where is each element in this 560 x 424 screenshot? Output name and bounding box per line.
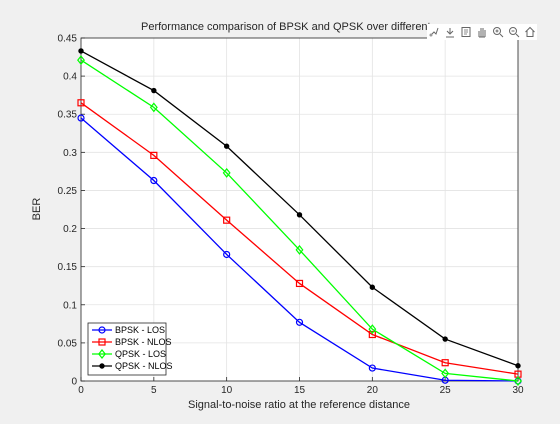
data-point [77,99,85,107]
y-tick-label: 0.15 [58,262,78,273]
legend-label: QPSK - LOS [115,349,166,359]
y-tick-label: 0.2 [63,224,77,235]
legend: BPSK - LOS BPSK - NLOS QPSK - LOS QPSK - NL… [87,322,173,376]
legend-entry: QPSK - LOS [92,349,166,359]
data-point [514,376,522,386]
y-tick-label: 0.4 [63,72,77,83]
datatips-icon[interactable] [459,25,473,39]
data-point [150,176,158,185]
x-tick-label: 5 [151,385,157,396]
y-axis-label: BER [31,198,43,221]
legend-marker [98,326,106,334]
data-point [441,359,449,367]
data-point [368,364,376,372]
zoom-in-icon[interactable] [491,25,505,39]
data-point [295,244,304,255]
data-point [223,250,231,259]
axes-toolbar [427,24,537,40]
chart-title: Performance comparison of BPSK and QPSK … [141,21,440,33]
data-point [77,55,85,66]
legend-label: BPSK - NLOS [115,337,172,347]
y-tick-label: 0.25 [58,186,78,197]
x-tick-label: 0 [78,385,84,396]
pan-icon[interactable] [475,25,489,39]
data-point [151,87,157,94]
data-point [441,368,450,379]
data-point [78,48,84,54]
legend-marker [98,349,106,359]
home-icon[interactable] [523,25,537,39]
x-tick-label: 15 [294,385,306,396]
legend-entry: BPSK - NLOS [92,337,172,347]
series-line [80,59,519,382]
data-point [368,330,376,339]
series-0 [77,114,522,385]
data-point [515,363,521,369]
export-icon[interactable] [443,25,457,39]
y-tick-label: 0.35 [58,110,78,121]
y-tick-label: 0.3 [63,148,77,159]
y-tick-label: 0 [71,377,77,388]
data-point [223,216,231,224]
x-tick-label: 30 [512,385,524,396]
x-tick-label: 25 [440,385,452,396]
series-layer [77,48,522,386]
data-point [368,324,377,335]
x-tick-label: 10 [221,385,233,396]
y-tick-label: 0.45 [58,34,78,45]
series-line [80,102,519,375]
data-point [296,212,303,218]
brush-icon[interactable] [427,25,441,39]
y-tick-label: 0.1 [63,300,77,311]
data-point [442,336,448,342]
data-point [77,114,85,122]
series-3 [78,48,521,369]
legend-entry: BPSK - LOS [92,325,165,335]
legend-entry: QPSK - NLOS [92,361,173,371]
x-tick-label: 20 [367,385,379,396]
x-axis-label: Signal-to-noise ratio at the reference d… [188,399,410,411]
legend-marker [98,338,106,346]
data-point [295,279,304,288]
legend-label: QPSK - NLOS [115,361,173,371]
zoom-out-icon[interactable] [507,25,521,39]
data-point [149,102,158,113]
series-line [80,117,519,382]
data-point [295,318,304,326]
ticks: 0 5 10 15 20 25 30 0 0.05 0.1 0.15 0.2 0.25 0.3 0.35 0.… [58,34,524,397]
series-1 [77,99,522,378]
legend-label: BPSK - LOS [115,325,165,335]
data-point [150,151,158,159]
series-2 [77,55,522,386]
data-point [223,143,230,149]
data-point [369,284,376,290]
y-tick-label: 0.05 [58,338,78,349]
legend-marker [99,363,105,369]
data-point [222,167,231,178]
